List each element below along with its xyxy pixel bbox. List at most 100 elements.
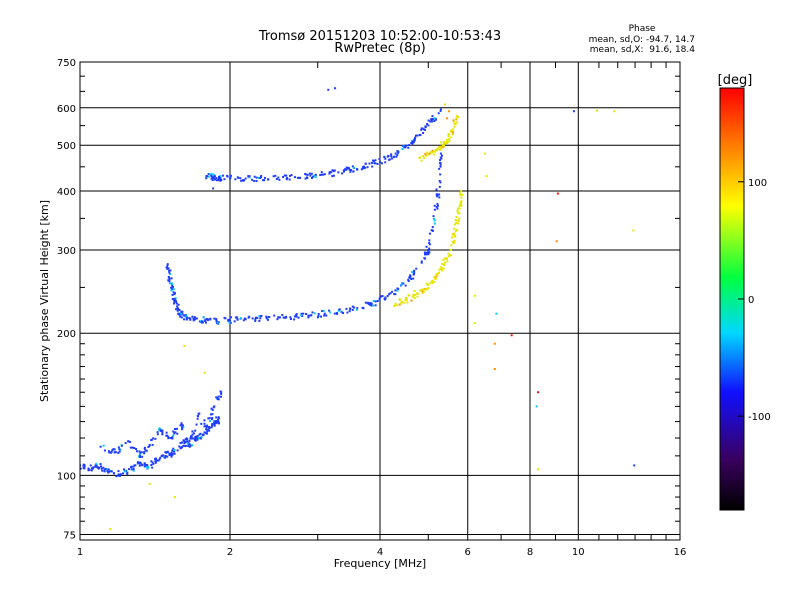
- data-point: [137, 461, 140, 464]
- data-point: [328, 309, 331, 312]
- data-point: [461, 193, 464, 196]
- data-point: [214, 420, 217, 423]
- data-point: [156, 433, 159, 436]
- data-point: [165, 451, 168, 454]
- data-point: [227, 318, 230, 321]
- data-point: [173, 452, 176, 455]
- data-point: [193, 318, 196, 321]
- data-point: [401, 144, 404, 147]
- data-point: [435, 194, 438, 197]
- data-point: [352, 170, 355, 173]
- data-point: [317, 313, 320, 316]
- data-point: [304, 177, 307, 180]
- data-point: [414, 134, 417, 137]
- data-point: [217, 417, 220, 420]
- y-axis-label: Stationary phase Virtual Height [km]: [38, 200, 51, 402]
- data-point: [203, 319, 206, 322]
- data-point: [409, 274, 412, 277]
- data-point: [192, 319, 195, 322]
- data-point: [196, 438, 199, 441]
- data-point: [170, 454, 173, 457]
- data-point: [195, 423, 198, 426]
- data-point: [421, 127, 424, 130]
- data-point: [435, 205, 438, 208]
- data-point: [555, 240, 558, 243]
- data-point: [397, 151, 400, 154]
- data-point: [422, 131, 425, 134]
- data-point: [179, 442, 182, 445]
- data-point: [397, 288, 400, 291]
- data-point: [255, 180, 258, 183]
- data-point: [451, 129, 454, 132]
- data-point: [441, 269, 444, 272]
- data-point: [314, 173, 317, 176]
- data-point: [431, 279, 434, 282]
- data-point: [166, 434, 169, 437]
- data-point: [200, 321, 203, 324]
- data-point: [197, 415, 200, 418]
- data-point: [243, 317, 246, 320]
- data-point: [161, 429, 164, 432]
- data-point: [172, 288, 175, 291]
- data-point: [120, 444, 123, 447]
- data-point: [152, 437, 155, 440]
- data-point: [129, 441, 132, 444]
- data-point: [355, 308, 358, 311]
- data-point: [309, 174, 312, 177]
- data-point: [173, 293, 176, 296]
- data-point: [443, 103, 446, 106]
- data-point: [100, 465, 103, 468]
- data-point: [433, 219, 436, 222]
- grid-lines: [80, 62, 680, 540]
- data-point: [180, 311, 183, 314]
- data-point: [211, 408, 214, 411]
- data-point: [130, 466, 133, 469]
- data-point: [95, 464, 98, 467]
- data-point: [454, 229, 457, 232]
- data-point: [313, 174, 316, 177]
- data-point: [117, 451, 120, 454]
- data-point: [460, 204, 463, 207]
- data-point: [132, 465, 135, 468]
- data-point: [632, 229, 635, 232]
- data-point: [110, 470, 113, 473]
- data-point: [183, 314, 186, 317]
- data-point: [154, 460, 157, 463]
- data-point: [453, 240, 456, 243]
- data-point: [420, 260, 423, 263]
- data-point: [268, 316, 271, 319]
- chart-subtitle: RwPretec (8p): [334, 41, 425, 56]
- data-point: [360, 168, 363, 171]
- x-tick-label: 2: [227, 547, 233, 558]
- data-point: [425, 245, 428, 248]
- data-point: [400, 282, 403, 285]
- data-point: [331, 175, 334, 178]
- data-point: [439, 181, 442, 184]
- data-point: [171, 436, 174, 439]
- data-point: [277, 176, 280, 179]
- data-point: [333, 312, 336, 315]
- data-point: [151, 466, 154, 469]
- data-point: [168, 276, 171, 279]
- data-point: [453, 227, 456, 230]
- data-point: [310, 176, 313, 179]
- data-point: [439, 152, 442, 155]
- data-point: [460, 196, 463, 199]
- data-point: [106, 470, 109, 473]
- data-point: [298, 177, 301, 180]
- data-point: [343, 170, 346, 173]
- data-point: [332, 174, 335, 177]
- data-point: [234, 178, 237, 181]
- data-point: [114, 451, 117, 454]
- data-point: [183, 442, 186, 445]
- data-point: [426, 151, 429, 154]
- data-point: [334, 87, 337, 90]
- data-point: [147, 446, 150, 449]
- data-point: [313, 312, 316, 315]
- data-point: [151, 461, 154, 464]
- data-point: [210, 175, 213, 178]
- data-point: [412, 277, 415, 280]
- data-point: [209, 420, 212, 423]
- data-point: [447, 135, 450, 138]
- data-point: [493, 342, 496, 345]
